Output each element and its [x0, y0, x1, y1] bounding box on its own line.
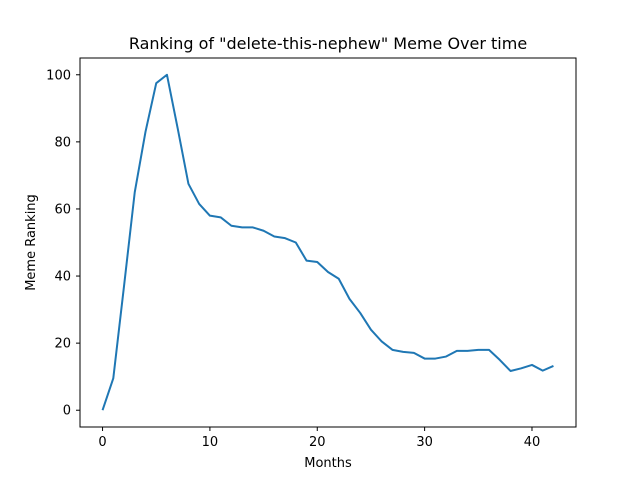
x-tick-label: 40: [524, 435, 541, 450]
chart-title: Ranking of "delete-this-nephew" Meme Ove…: [129, 34, 527, 53]
y-tick-label: 80: [54, 135, 71, 150]
x-axis: 0 10 20 30 40: [98, 427, 540, 450]
y-tick-label: 60: [54, 202, 71, 217]
y-tick-label: 100: [46, 68, 71, 83]
y-axis: 0 20 40 60 80 100: [46, 68, 80, 419]
x-tick-label: 20: [309, 435, 326, 450]
y-tick-label: 20: [54, 337, 71, 352]
y-tick-label: 0: [63, 404, 71, 419]
series-line-0: [101, 73, 554, 411]
y-axis-label: Meme Ranking: [24, 194, 39, 291]
axes-frame: [79, 57, 577, 428]
plot-area: [101, 73, 554, 411]
x-tick-label: 0: [98, 435, 106, 450]
y-tick-label: 40: [54, 270, 71, 285]
x-tick-label: 10: [202, 435, 219, 450]
x-axis-label: Months: [304, 456, 352, 471]
x-tick-label: 30: [416, 435, 433, 450]
